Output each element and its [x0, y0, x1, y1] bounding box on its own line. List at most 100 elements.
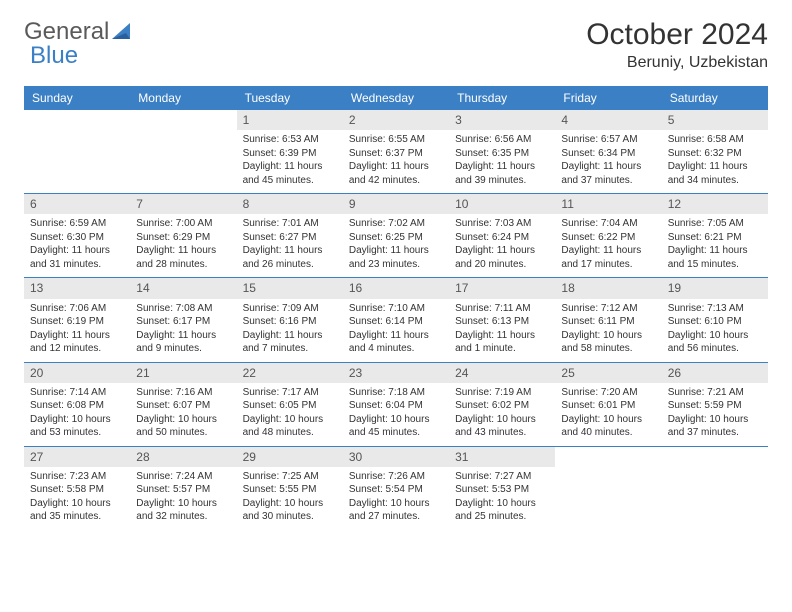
day-number: 7	[130, 194, 236, 214]
cell-details: Sunrise: 7:19 AMSunset: 6:02 PMDaylight:…	[449, 383, 555, 446]
daylight-text: Daylight: 11 hours and 9 minutes.	[136, 329, 230, 356]
cell-details: Sunrise: 7:09 AMSunset: 6:16 PMDaylight:…	[237, 299, 343, 362]
daylight-text: Daylight: 11 hours and 42 minutes.	[349, 160, 443, 187]
cell-details: Sunrise: 7:21 AMSunset: 5:59 PMDaylight:…	[662, 383, 768, 446]
day-number: 20	[24, 363, 130, 383]
sunset-text: Sunset: 5:59 PM	[668, 399, 762, 413]
calendar-cell: 29Sunrise: 7:25 AMSunset: 5:55 PMDayligh…	[237, 447, 343, 530]
sunset-text: Sunset: 6:17 PM	[136, 315, 230, 329]
daylight-text: Daylight: 11 hours and 37 minutes.	[561, 160, 655, 187]
sunrise-text: Sunrise: 7:23 AM	[30, 470, 124, 484]
sunrise-text: Sunrise: 7:09 AM	[243, 302, 337, 316]
calendar-cell: 24Sunrise: 7:19 AMSunset: 6:02 PMDayligh…	[449, 363, 555, 446]
sunset-text: Sunset: 6:24 PM	[455, 231, 549, 245]
calendar-cell: 27Sunrise: 7:23 AMSunset: 5:58 PMDayligh…	[24, 447, 130, 530]
daylight-text: Daylight: 11 hours and 4 minutes.	[349, 329, 443, 356]
cell-details: Sunrise: 7:13 AMSunset: 6:10 PMDaylight:…	[662, 299, 768, 362]
sunset-text: Sunset: 6:29 PM	[136, 231, 230, 245]
day-number: 21	[130, 363, 236, 383]
sunset-text: Sunset: 6:21 PM	[668, 231, 762, 245]
logo-sail-icon	[112, 23, 134, 41]
sunset-text: Sunset: 6:16 PM	[243, 315, 337, 329]
cell-details: Sunrise: 6:58 AMSunset: 6:32 PMDaylight:…	[662, 130, 768, 193]
sunrise-text: Sunrise: 6:55 AM	[349, 133, 443, 147]
weekday-header: Saturday	[662, 86, 768, 110]
daylight-text: Daylight: 11 hours and 17 minutes.	[561, 244, 655, 271]
daylight-text: Daylight: 10 hours and 53 minutes.	[30, 413, 124, 440]
cell-details: Sunrise: 7:05 AMSunset: 6:21 PMDaylight:…	[662, 214, 768, 277]
day-number: 2	[343, 110, 449, 130]
cell-details: Sunrise: 7:02 AMSunset: 6:25 PMDaylight:…	[343, 214, 449, 277]
sunrise-text: Sunrise: 7:17 AM	[243, 386, 337, 400]
cell-details: Sunrise: 7:25 AMSunset: 5:55 PMDaylight:…	[237, 467, 343, 530]
cell-details: Sunrise: 7:23 AMSunset: 5:58 PMDaylight:…	[24, 467, 130, 530]
sunset-text: Sunset: 6:05 PM	[243, 399, 337, 413]
calendar-cell: 12Sunrise: 7:05 AMSunset: 6:21 PMDayligh…	[662, 194, 768, 277]
sunrise-text: Sunrise: 7:03 AM	[455, 217, 549, 231]
sunrise-text: Sunrise: 7:26 AM	[349, 470, 443, 484]
sunrise-text: Sunrise: 7:11 AM	[455, 302, 549, 316]
calendar-cell: 21Sunrise: 7:16 AMSunset: 6:07 PMDayligh…	[130, 363, 236, 446]
day-number: 8	[237, 194, 343, 214]
daylight-text: Daylight: 11 hours and 26 minutes.	[243, 244, 337, 271]
day-number: 31	[449, 447, 555, 467]
calendar-cell: 4Sunrise: 6:57 AMSunset: 6:34 PMDaylight…	[555, 110, 661, 193]
daylight-text: Daylight: 10 hours and 45 minutes.	[349, 413, 443, 440]
sunrise-text: Sunrise: 6:56 AM	[455, 133, 549, 147]
day-number: 9	[343, 194, 449, 214]
daylight-text: Daylight: 10 hours and 43 minutes.	[455, 413, 549, 440]
day-number: 6	[24, 194, 130, 214]
sunset-text: Sunset: 5:53 PM	[455, 483, 549, 497]
calendar-cell: 20Sunrise: 7:14 AMSunset: 6:08 PMDayligh…	[24, 363, 130, 446]
daylight-text: Daylight: 10 hours and 48 minutes.	[243, 413, 337, 440]
cell-details: Sunrise: 7:26 AMSunset: 5:54 PMDaylight:…	[343, 467, 449, 530]
calendar-cell	[662, 447, 768, 530]
cell-details: Sunrise: 7:24 AMSunset: 5:57 PMDaylight:…	[130, 467, 236, 530]
cell-details: Sunrise: 7:20 AMSunset: 6:01 PMDaylight:…	[555, 383, 661, 446]
day-number: 29	[237, 447, 343, 467]
day-number: 30	[343, 447, 449, 467]
weekday-header: Thursday	[449, 86, 555, 110]
sunset-text: Sunset: 6:25 PM	[349, 231, 443, 245]
calendar-cell: 1Sunrise: 6:53 AMSunset: 6:39 PMDaylight…	[237, 110, 343, 193]
sunrise-text: Sunrise: 7:24 AM	[136, 470, 230, 484]
calendar-cell: 25Sunrise: 7:20 AMSunset: 6:01 PMDayligh…	[555, 363, 661, 446]
day-number: 27	[24, 447, 130, 467]
sunset-text: Sunset: 5:58 PM	[30, 483, 124, 497]
day-number: 23	[343, 363, 449, 383]
day-number: 3	[449, 110, 555, 130]
sunset-text: Sunset: 6:07 PM	[136, 399, 230, 413]
cell-details: Sunrise: 7:14 AMSunset: 6:08 PMDaylight:…	[24, 383, 130, 446]
sunrise-text: Sunrise: 7:25 AM	[243, 470, 337, 484]
sunrise-text: Sunrise: 7:27 AM	[455, 470, 549, 484]
calendar-week-row: 13Sunrise: 7:06 AMSunset: 6:19 PMDayligh…	[24, 278, 768, 362]
calendar-cell: 18Sunrise: 7:12 AMSunset: 6:11 PMDayligh…	[555, 278, 661, 361]
calendar-cell: 30Sunrise: 7:26 AMSunset: 5:54 PMDayligh…	[343, 447, 449, 530]
page-header: General October 2024 Beruniy, Uzbekistan	[24, 18, 768, 72]
calendar-cell: 15Sunrise: 7:09 AMSunset: 6:16 PMDayligh…	[237, 278, 343, 361]
daylight-text: Daylight: 10 hours and 35 minutes.	[30, 497, 124, 524]
sunrise-text: Sunrise: 6:59 AM	[30, 217, 124, 231]
sunset-text: Sunset: 6:01 PM	[561, 399, 655, 413]
weekday-header: Tuesday	[237, 86, 343, 110]
daylight-text: Daylight: 10 hours and 56 minutes.	[668, 329, 762, 356]
sunset-text: Sunset: 6:04 PM	[349, 399, 443, 413]
day-number: 25	[555, 363, 661, 383]
calendar-cell: 7Sunrise: 7:00 AMSunset: 6:29 PMDaylight…	[130, 194, 236, 277]
sunset-text: Sunset: 6:14 PM	[349, 315, 443, 329]
daylight-text: Daylight: 11 hours and 45 minutes.	[243, 160, 337, 187]
cell-details: Sunrise: 7:04 AMSunset: 6:22 PMDaylight:…	[555, 214, 661, 277]
cell-details: Sunrise: 7:16 AMSunset: 6:07 PMDaylight:…	[130, 383, 236, 446]
day-number: 26	[662, 363, 768, 383]
calendar-cell: 5Sunrise: 6:58 AMSunset: 6:32 PMDaylight…	[662, 110, 768, 193]
sunrise-text: Sunrise: 7:01 AM	[243, 217, 337, 231]
calendar-grid: SundayMondayTuesdayWednesdayThursdayFrid…	[24, 86, 768, 530]
day-number: 24	[449, 363, 555, 383]
cell-details: Sunrise: 6:55 AMSunset: 6:37 PMDaylight:…	[343, 130, 449, 193]
calendar-cell: 23Sunrise: 7:18 AMSunset: 6:04 PMDayligh…	[343, 363, 449, 446]
day-number: 1	[237, 110, 343, 130]
calendar-cell: 14Sunrise: 7:08 AMSunset: 6:17 PMDayligh…	[130, 278, 236, 361]
calendar-cell: 11Sunrise: 7:04 AMSunset: 6:22 PMDayligh…	[555, 194, 661, 277]
sunset-text: Sunset: 6:30 PM	[30, 231, 124, 245]
calendar-cell: 19Sunrise: 7:13 AMSunset: 6:10 PMDayligh…	[662, 278, 768, 361]
